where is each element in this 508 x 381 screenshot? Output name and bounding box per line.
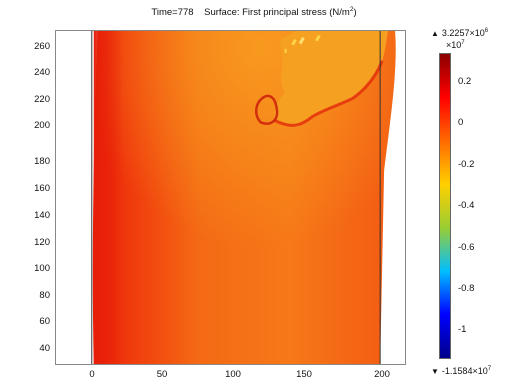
colorbar-max-label: ▲ 3.2257×106 [431, 28, 488, 38]
y-tick-label: 120 [34, 237, 50, 248]
x-tick-label: 0 [89, 369, 95, 380]
colorbar-tick-label: 0 [458, 117, 464, 128]
colorbar-tick-label: -0.6 [458, 242, 475, 253]
y-tick-label: 260 [34, 41, 50, 52]
y-tick-label: 180 [34, 156, 50, 167]
cavity-region [274, 31, 389, 126]
colorbar-unit-text: ×10 [446, 40, 462, 50]
colorbar-tick-label: 0.2 [458, 76, 472, 87]
colorbar-tick-label: -1 [458, 324, 467, 335]
x-tick-label: 100 [225, 369, 241, 380]
colorbar-tick-label: -0.2 [458, 159, 475, 170]
y-tick-label: 160 [34, 183, 50, 194]
title-time: Time=778 [151, 7, 194, 19]
colorbar [439, 53, 451, 359]
plot-title: Time=778 Surface: First principal stress… [0, 6, 508, 18]
max-triangle-icon: ▲ [431, 29, 439, 38]
title-unit-exponent: 2 [349, 6, 354, 13]
y-tick-label: 220 [34, 94, 50, 105]
y-tick-label: 200 [34, 120, 50, 131]
y-tick-label: 80 [39, 290, 50, 301]
colorbar-unit-exponent: 7 [461, 40, 465, 46]
colorbar-min-label: ▼ -1.1584×107 [431, 366, 491, 376]
title-surface: Surface: First principal stress (N/m [204, 7, 350, 19]
colorbar-min-value: -1.1584×10 [441, 366, 488, 376]
colorbar-min-exponent: 7 [487, 366, 492, 372]
y-tick-label: 140 [34, 210, 50, 221]
colorbar-max-value: 3.2257×10 [441, 28, 485, 38]
colorbar-tick-label: -0.8 [458, 283, 475, 294]
colorbar-unit: ×107 [446, 40, 465, 50]
x-tick-label: 150 [296, 369, 312, 380]
x-tick-label: 50 [156, 369, 168, 380]
y-tick-label: 60 [39, 316, 50, 327]
colorbar-max-exponent: 6 [484, 28, 489, 34]
stress-field [91, 31, 396, 364]
x-tick-label: 200 [374, 369, 390, 380]
min-triangle-icon: ▼ [431, 367, 439, 376]
y-tick-label: 40 [39, 343, 50, 354]
plot-area[interactable] [55, 30, 406, 365]
y-tick-label: 100 [34, 263, 50, 274]
colorbar-tick-label: -0.4 [458, 200, 475, 211]
title-close: ) [353, 7, 357, 19]
y-tick-label: 240 [34, 67, 50, 78]
